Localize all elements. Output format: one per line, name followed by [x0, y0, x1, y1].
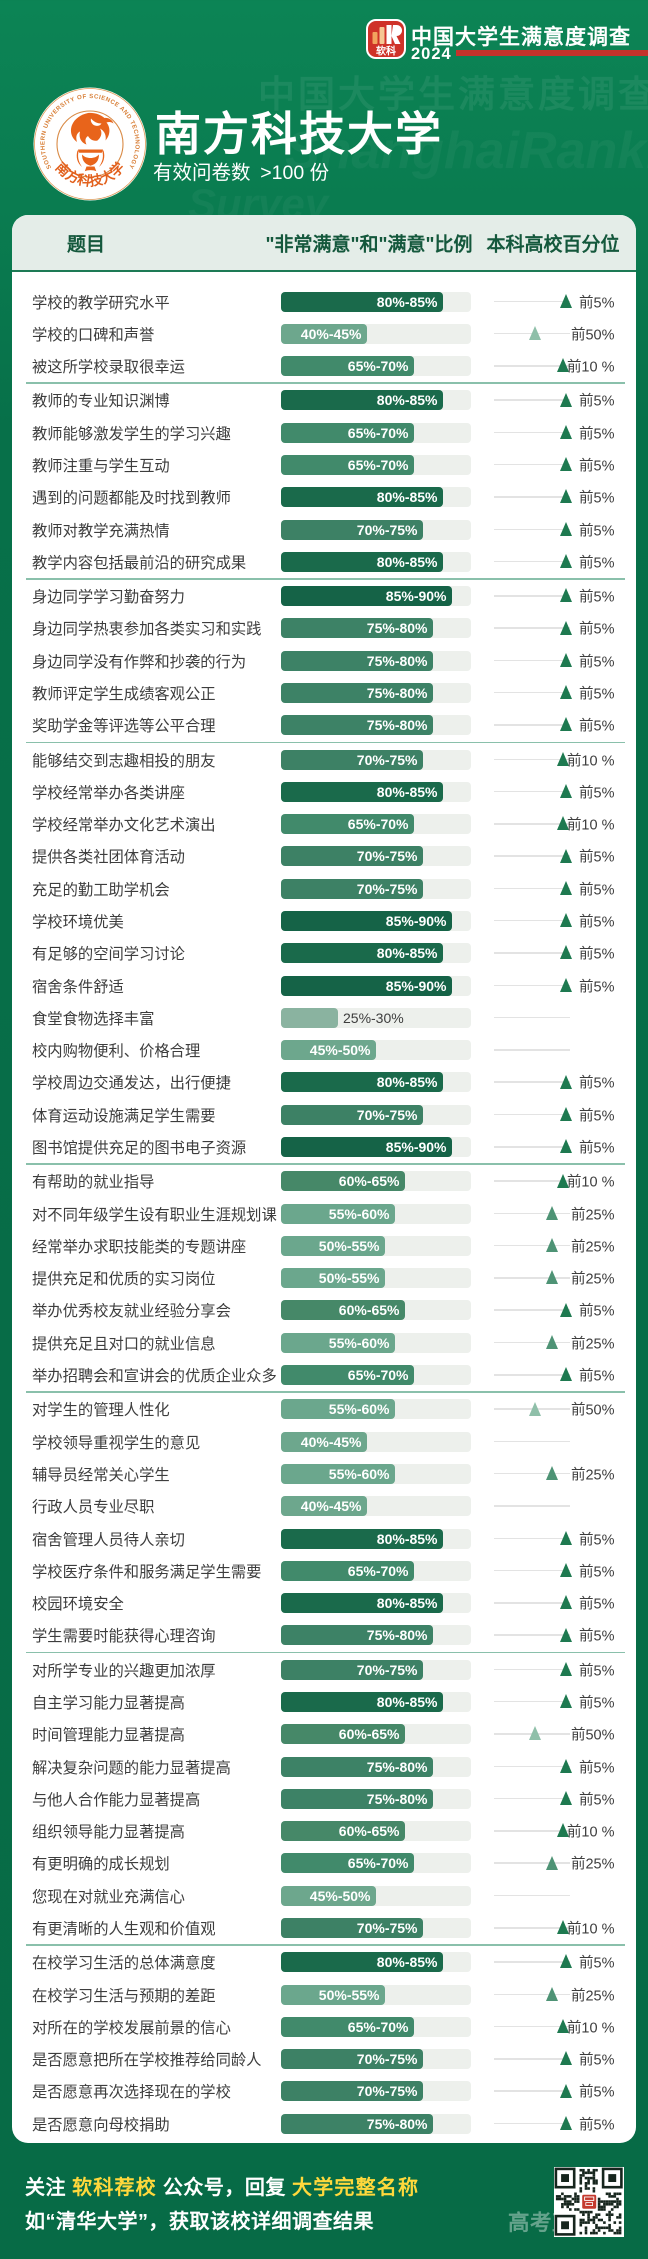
svg-text:软科: 软科 [376, 45, 396, 58]
